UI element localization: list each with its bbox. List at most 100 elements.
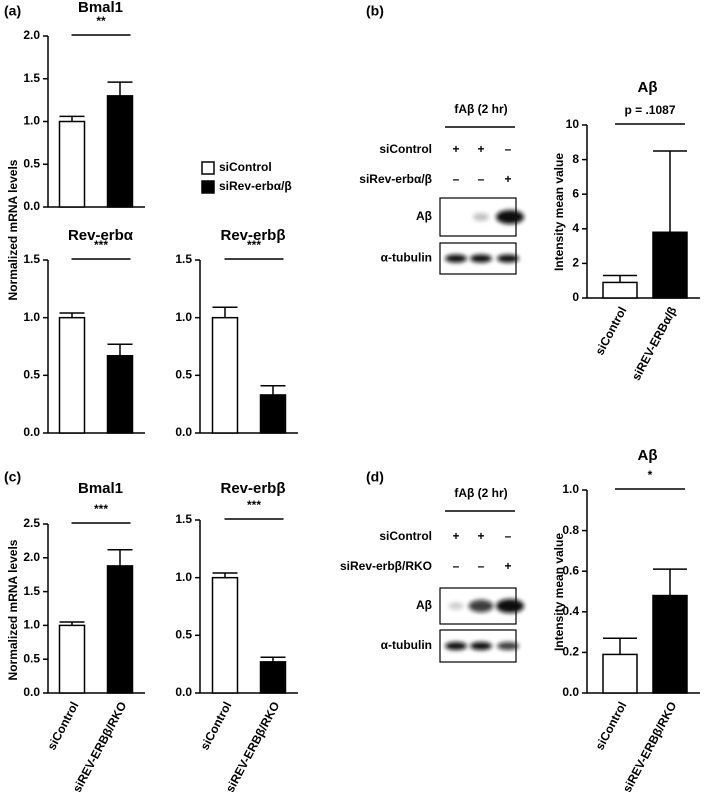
blot-band [496,210,524,224]
row-label: siRev-erbβ/RKO [340,559,432,573]
chart-title: Rev-erbβ [220,227,285,244]
band-label: Aβ [416,598,432,612]
x-tick-label: siREV-ERBα/β [629,304,680,382]
y-tick-label: 1.5 [23,252,40,266]
y-tick-label: 1.5 [23,71,40,85]
y-tick-label: 1.0 [175,310,192,324]
bar [259,661,287,694]
bar [652,594,688,694]
treatment-label: fAβ (2 hr) [454,486,507,500]
y-tick-label: 0.5 [23,651,40,665]
panel-letter: (d) [366,469,384,485]
panel-letter: (b) [366,3,384,19]
x-tick-label: siControl [592,304,629,357]
y-tick-label: 1.0 [23,310,40,324]
row-mark: + [452,529,459,543]
y-tick-label: 2.0 [23,550,40,564]
x-tick-label: siREV-ERBβ/RKO [223,699,283,792]
row-mark: + [504,172,511,186]
bar [106,565,134,694]
band-label: α-tubulin [381,251,432,265]
chart-title: Bmal1 [78,0,123,16]
legend-label: siControl [219,160,272,174]
bar [602,281,638,299]
bar [58,120,86,208]
row-mark: + [477,142,484,156]
y-tick-label: 1.0 [23,114,40,128]
y-tick-label: 0.0 [175,425,192,439]
row-label: siControl [379,142,432,156]
significance-label: *** [247,498,261,512]
legend-swatch [201,180,215,194]
blot-band [497,254,519,263]
y-tick-label: 0.5 [23,156,40,170]
row-label: siRev-erbα/β [359,172,432,186]
chart-title: Aβ [638,79,658,96]
significance-label: *** [247,238,261,252]
y-tick-label: 2.0 [23,28,40,42]
y-tick-label: 8 [572,152,579,166]
row-mark: – [478,559,485,573]
blot-band [473,213,489,221]
row-mark: – [453,559,460,573]
y-tick-label: 0.4 [562,604,579,618]
chart-title: Rev-erbβ [220,480,285,497]
bar [602,653,638,694]
blot-band [470,254,492,263]
x-tick-label: siREV-ERBβ/RKO [620,699,680,792]
row-mark: + [477,529,484,543]
significance-label: *** [94,502,108,516]
blot-band [448,602,464,610]
y-tick-label: 0.2 [562,645,579,659]
bar [259,394,287,434]
blot-band [470,642,492,650]
significance-label: *** [94,238,108,252]
y-tick-label: 1.5 [175,252,192,266]
bar [58,624,86,694]
treatment-label: fAβ (2 hr) [454,102,507,116]
band-label: α-tubulin [381,638,432,652]
y-tick-label: 0.6 [562,563,579,577]
y-tick-label: 1.0 [175,570,192,584]
bar [58,316,86,434]
y-tick-label: 10 [566,117,580,131]
blot-band [445,642,467,650]
y-tick-label: 1.5 [175,512,192,526]
y-tick-label: 0.0 [175,685,192,699]
significance-label: ** [96,14,106,28]
y-tick-label: 2 [572,256,579,270]
bar [652,231,688,299]
significance-label: p = .1087 [624,103,675,117]
y-tick-label: 2.5 [23,516,40,530]
panel-letter: (a) [4,3,21,19]
x-tick-label: siREV-ERBβ/RKO [70,699,130,792]
x-tick-label: siControl [44,699,81,752]
chart-title: Rev-erbα [68,227,134,244]
row-mark: + [504,559,511,573]
y-tick-label: 0.8 [562,523,579,537]
row-mark: – [505,529,512,543]
y-tick-label: 0.5 [175,628,192,642]
bar [106,95,134,208]
bar [211,316,239,434]
row-mark: – [478,172,485,186]
bar [211,576,239,694]
significance-label: * [648,468,653,482]
y-tick-label: 4 [572,221,579,235]
blot-band [445,254,467,263]
row-label: siControl [379,529,432,543]
band-label: Aβ [416,209,432,223]
row-mark: – [453,172,460,186]
bar [106,354,134,434]
y-tick-label: 0.0 [23,199,40,213]
y-tick-label: 6 [572,186,579,200]
y-tick-label: 0.0 [562,685,579,699]
chart-title: Bmal1 [78,480,123,497]
y-tick-label: 0.5 [175,368,192,382]
x-tick-label: siControl [592,699,629,752]
y-tick-label: 1.0 [562,482,579,496]
row-mark: + [452,142,459,156]
y-axis-label: Normalized mRNA levels [6,159,20,300]
